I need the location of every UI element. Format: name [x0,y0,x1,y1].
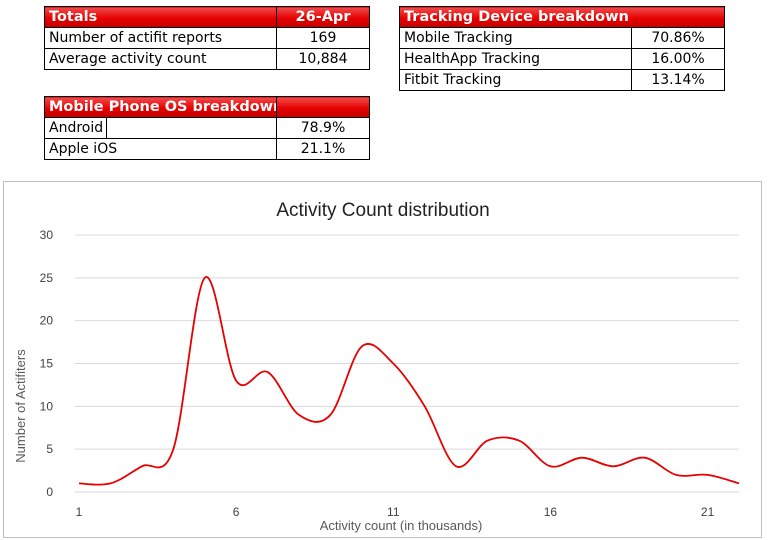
os-label: Android [44,117,107,139]
table-row: Android 78.9% [44,117,371,139]
y-axis-title: Number of Actifiters [13,349,28,463]
y-tick-label: 0 [46,485,53,499]
y-tick-label: 25 [40,271,54,285]
x-tick-label: 1 [76,505,83,519]
y-tick-label: 30 [40,228,54,242]
tracking-value: 70.86% [630,27,726,49]
series-line [78,276,740,486]
table-row: Mobile Tracking 70.86% [399,27,726,49]
x-tick-label: 6 [233,505,240,519]
tracking-label: Fitbit Tracking [399,69,632,91]
chart-title: Activity Count distribution [276,200,489,221]
y-tick-label: 20 [40,314,54,328]
table-row: Average activity count 10,884 [44,48,370,70]
y-tick-label: 15 [40,357,54,371]
os-value: 21.1% [276,138,371,160]
tracking-label: HealthApp Tracking [399,48,632,70]
tracking-value: 13.14% [630,69,726,91]
os-header-row: Mobile Phone OS breakdown [43,96,371,118]
x-tick-label: 11 [387,505,400,519]
os-header-spacer [276,96,371,118]
y-tick-label: 5 [46,442,53,456]
x-tick-label: 16 [544,505,558,519]
os-empty-cell [105,117,278,139]
tracking-label: Mobile Tracking [399,27,632,49]
os-label: Apple iOS [43,138,278,160]
y-tick-label: 10 [40,399,54,413]
totals-value: 169 [276,27,370,49]
table-row: Number of actifit reports 169 [44,27,370,49]
os-breakdown-table: Mobile Phone OS breakdown Android 78.9% … [43,96,371,160]
totals-date: 26-Apr [276,6,370,28]
totals-header-row: Totals 26-Apr [44,6,370,28]
totals-table: Totals 26-Apr Number of actifit reports … [44,6,370,70]
table-row: HealthApp Tracking 16.00% [399,48,726,70]
os-header: Mobile Phone OS breakdown [43,96,278,118]
x-tick-label: 21 [701,505,715,519]
tracking-table: Tracking Device breakdown Mobile Trackin… [398,6,726,91]
tracking-header-row: Tracking Device breakdown [398,6,726,28]
totals-header: Totals [44,6,277,28]
totals-label: Number of actifit reports [44,27,277,49]
tracking-header: Tracking Device breakdown [398,6,726,28]
os-value: 78.9% [276,117,371,139]
x-axis-title: Activity count (in thousands) [320,518,483,533]
table-row: Fitbit Tracking 13.14% [399,69,726,91]
totals-label: Average activity count [44,48,277,70]
activity-chart: 0 5 10 15 20 25 30 1 6 11 16 21 Activity Count dis… [3,181,762,538]
totals-value: 10,884 [276,48,370,70]
tracking-value: 16.00% [630,48,726,70]
table-row: Apple iOS 21.1% [43,138,371,160]
